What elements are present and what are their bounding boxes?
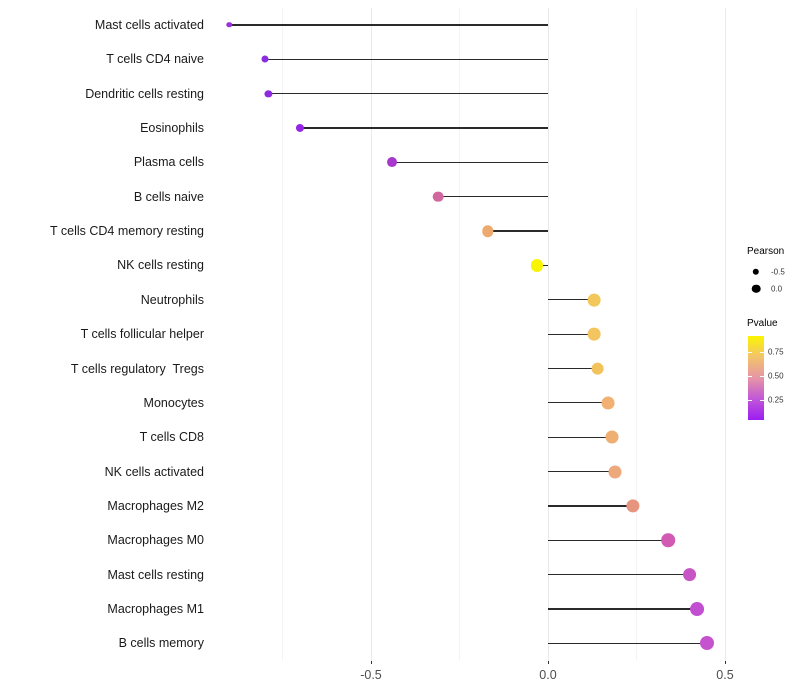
category-label: Plasma cells	[133, 155, 204, 170]
lollipop-stem	[487, 230, 548, 232]
category-label: B cells naive	[133, 189, 204, 204]
category-label: Mast cells resting	[107, 567, 204, 582]
gridline-major	[370, 8, 372, 661]
category-label: Mast cells activated	[94, 18, 204, 32]
lollipop-point	[587, 293, 601, 307]
x-axis-tick-label: -0.5	[360, 668, 382, 682]
lollipop-point	[591, 362, 604, 375]
lollipop-stem	[548, 573, 690, 576]
colorbar-tick-mark	[760, 376, 764, 378]
category-label: Dendritic cells resting	[85, 86, 204, 101]
gridline-major	[724, 8, 726, 661]
category-label: T cells regulatory Tregs	[70, 361, 204, 376]
lollipop-point	[296, 124, 305, 133]
lollipop-stem	[300, 127, 548, 129]
x-axis-tick-label: 0.5	[716, 668, 734, 682]
colorbar-tick-mark	[748, 352, 752, 354]
lollipop-stem	[548, 505, 633, 507]
x-axis-tick	[724, 661, 726, 664]
lollipop-point	[661, 533, 676, 548]
lollipop-stem	[548, 608, 697, 610]
lollipop-point	[261, 55, 269, 63]
category-label: NK cells resting	[117, 258, 204, 273]
lollipop-point	[700, 636, 715, 651]
color-legend-title: Pvalue	[747, 318, 778, 329]
lollipop-stem	[548, 539, 669, 541]
category-label: T cells CD4 memory resting	[50, 224, 204, 239]
category-label: T cells CD4 naive	[106, 52, 204, 67]
x-axis-tick	[547, 661, 549, 664]
lollipop-stem	[268, 93, 548, 95]
lollipop-point	[482, 225, 494, 237]
category-label: NK cells activated	[104, 464, 204, 479]
colorbar-tick-mark	[748, 399, 752, 401]
category-label: Monocytes	[143, 395, 204, 410]
size-legend-label: 0.0	[771, 284, 783, 293]
colorbar-tick-mark	[760, 352, 764, 354]
x-axis-tick-label: 0.0	[539, 668, 557, 682]
lollipop-stem	[548, 470, 616, 473]
lollipop-stem	[264, 58, 548, 60]
size-legend-label: -0.5	[771, 267, 785, 277]
size-legend-title: Pearson	[747, 246, 785, 257]
category-label: Macrophages M2	[107, 498, 204, 513]
size-legend-dot	[751, 284, 761, 293]
lollipop-stem	[548, 436, 612, 438]
lollipop-stem	[438, 196, 548, 198]
x-axis-tick	[370, 661, 372, 664]
lollipop-point	[682, 567, 697, 582]
colorbar-tick-label: 0.75	[768, 347, 784, 357]
colorbar-tick-label: 0.50	[768, 371, 784, 381]
category-label: Macrophages M0	[107, 533, 204, 548]
category-label: Neutrophils	[140, 292, 204, 307]
gridline-minor	[636, 8, 637, 661]
lollipop-stem	[229, 24, 548, 26]
category-label: Eosinophils	[140, 121, 204, 136]
lollipop-point	[432, 191, 444, 203]
lollipop-stem	[548, 402, 609, 404]
category-label: T cells CD8	[139, 430, 204, 445]
category-label: Macrophages M1	[107, 601, 204, 616]
lollipop-point	[605, 430, 619, 444]
lollipop-stem	[548, 367, 598, 370]
lollipop-stem	[548, 642, 708, 644]
category-label: B cells memory	[118, 636, 204, 651]
size-legend-dot	[752, 268, 760, 276]
lollipop-point	[608, 465, 622, 479]
gridline-minor	[459, 8, 460, 661]
lollipop-point	[264, 90, 272, 98]
lollipop-point	[387, 157, 398, 168]
lollipop-point	[587, 327, 601, 341]
colorbar-tick-mark	[760, 399, 764, 401]
lollipop-point	[601, 396, 615, 410]
lollipop-stem	[548, 333, 595, 335]
colorbar-tick-mark	[748, 376, 752, 378]
category-label: T cells follicular helper	[80, 327, 204, 342]
colorbar-tick-label: 0.25	[768, 395, 784, 405]
lollipop-point	[626, 499, 640, 513]
gridline-minor	[282, 8, 283, 661]
lollipop-point	[531, 259, 544, 272]
lollipop-stem	[548, 299, 595, 301]
lollipop-stem	[392, 161, 548, 164]
pvalue-colorbar	[748, 336, 764, 420]
lollipop-point	[226, 22, 233, 28]
lollipop-point	[689, 601, 704, 616]
